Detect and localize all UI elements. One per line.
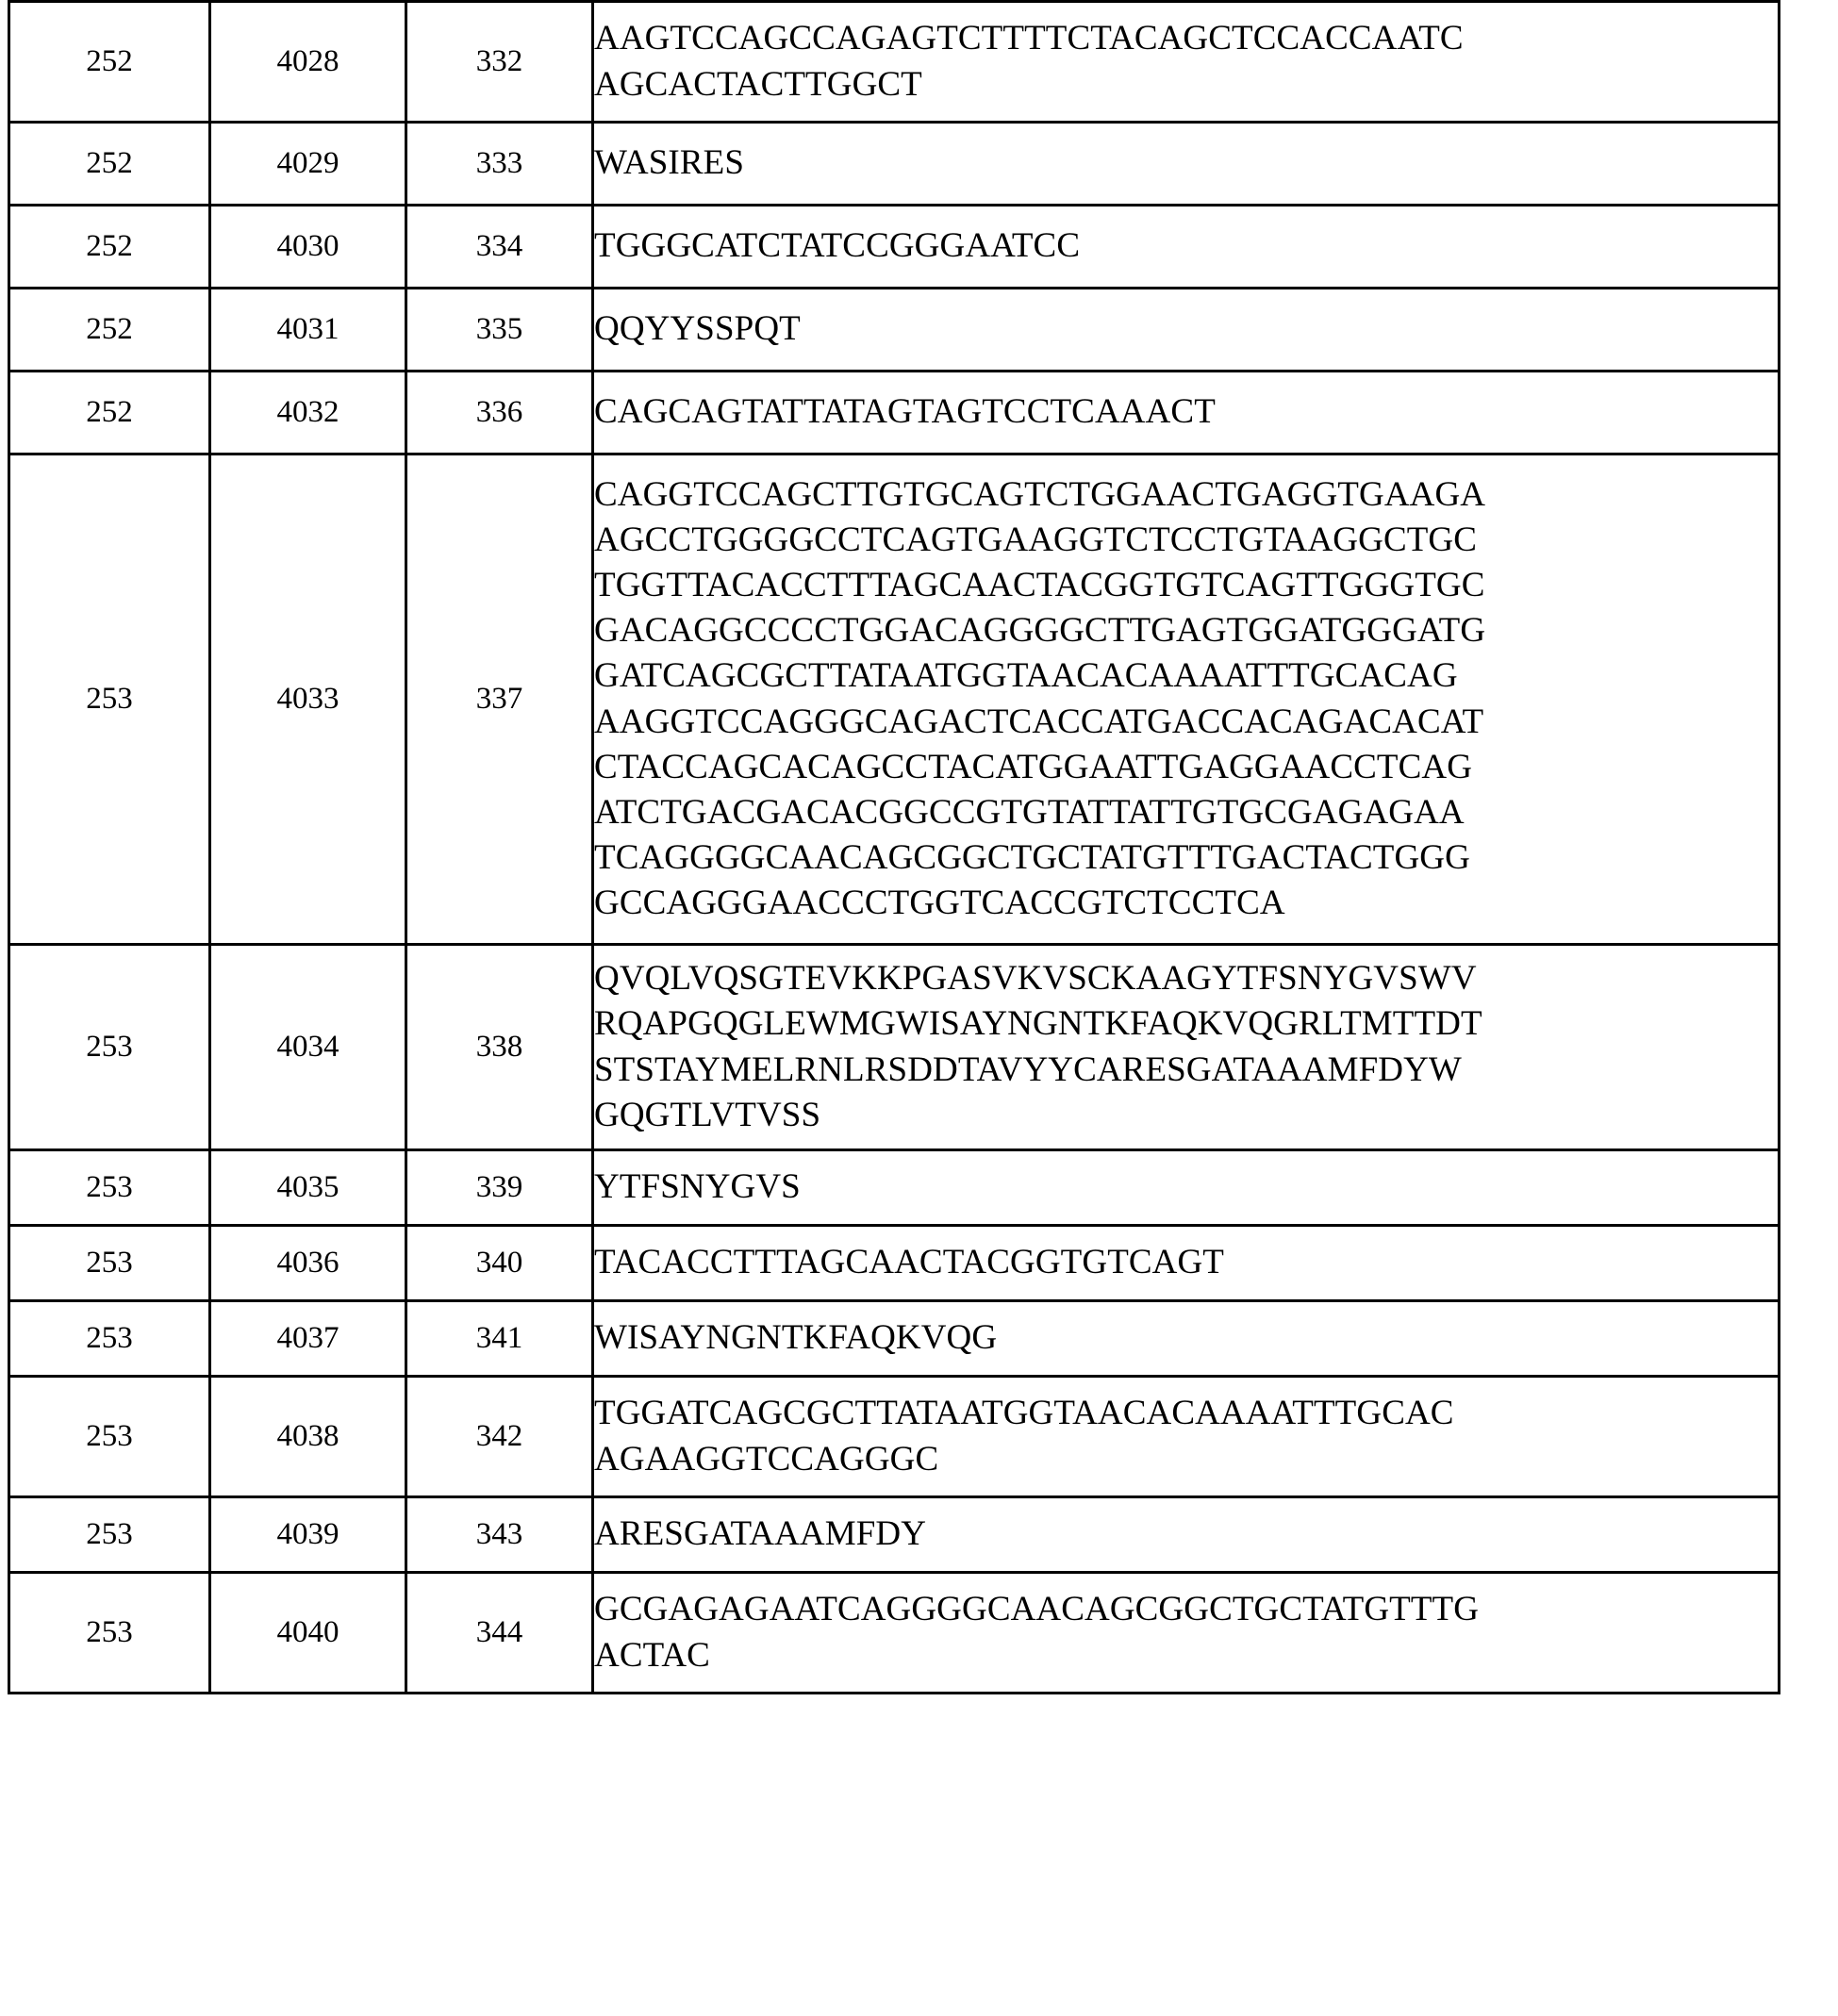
document-page: 252 4028 332 AAGTCCAGCCAGAGTCTTTTCTACAGC… [0,0,1838,2016]
row-col-c: 343 [406,1497,593,1573]
row-col-a: 253 [9,1497,210,1573]
row-sequence: TACACCTTTAGCAACTACGGTGTCAGT [593,1226,1780,1301]
table-row: 252 4028 332 AAGTCCAGCCAGAGTCTTTTCTACAGC… [9,2,1780,123]
row-col-c: 340 [406,1226,593,1301]
row-sequence: CAGGTCCAGCTTGTGCAGTCTGGAACTGAGGTGAAGA AG… [593,454,1780,945]
row-col-b: 4028 [210,2,406,123]
sequence-text: TGGATCAGCGCTTATAATGGTAACACAAAATTTGCAC AG… [594,1391,1778,1481]
row-col-b: 4031 [210,289,406,372]
row-col-a: 253 [9,1301,210,1377]
table-row: 252 4032 336 CAGCAGTATTATAGTAGTCCTCAAACT [9,372,1780,454]
row-sequence: TGGGCATCTATCCGGGAATCC [593,206,1780,289]
sequence-text: TACACCTTTAGCAACTACGGTGTCAGT [594,1240,1778,1285]
row-col-b: 4037 [210,1301,406,1377]
row-col-b: 4040 [210,1573,406,1694]
row-col-b: 4030 [210,206,406,289]
row-col-b: 4039 [210,1497,406,1573]
table-row: 253 4038 342 TGGATCAGCGCTTATAATGGTAACACA… [9,1377,1780,1497]
sequence-text: QQYYSSPQT [594,306,1778,352]
sequence-listing-table: 252 4028 332 AAGTCCAGCCAGAGTCTTTTCTACAGC… [8,0,1780,1694]
row-sequence: TGGATCAGCGCTTATAATGGTAACACAAAATTTGCAC AG… [593,1377,1780,1497]
row-sequence: AAGTCCAGCCAGAGTCTTTTCTACAGCTCCACCAATC AG… [593,2,1780,123]
table-row: 252 4030 334 TGGGCATCTATCCGGGAATCC [9,206,1780,289]
row-col-a: 253 [9,1377,210,1497]
sequence-text: CAGCAGTATTATAGTAGTCCTCAAACT [594,389,1778,435]
row-col-b: 4034 [210,945,406,1150]
row-col-a: 253 [9,454,210,945]
row-sequence: ARESGATAAAMFDY [593,1497,1780,1573]
row-col-c: 333 [406,123,593,206]
row-col-c: 341 [406,1301,593,1377]
row-col-b: 4032 [210,372,406,454]
row-col-a: 253 [9,1226,210,1301]
row-col-c: 338 [406,945,593,1150]
row-col-b: 4033 [210,454,406,945]
row-col-c: 344 [406,1573,593,1694]
table-row: 253 4036 340 TACACCTTTAGCAACTACGGTGTCAGT [9,1226,1780,1301]
row-col-a: 252 [9,206,210,289]
sequence-text: GCGAGAGAATCAGGGGCAACAGCGGCTGCTATGTTTG AC… [594,1587,1778,1677]
row-sequence: YTFSNYGVS [593,1150,1780,1226]
row-sequence: WISAYNGNTKFAQKVQG [593,1301,1780,1377]
row-sequence: QQYYSSPQT [593,289,1780,372]
table-row: 252 4029 333 WASIRES [9,123,1780,206]
row-col-b: 4038 [210,1377,406,1497]
row-col-a: 253 [9,1573,210,1694]
sequence-text: TGGGCATCTATCCGGGAATCC [594,223,1778,269]
row-col-b: 4029 [210,123,406,206]
row-sequence: GCGAGAGAATCAGGGGCAACAGCGGCTGCTATGTTTG AC… [593,1573,1780,1694]
table-row: 252 4031 335 QQYYSSPQT [9,289,1780,372]
sequence-text: QVQLVQSGTEVKKPGASVKVSCKAAGYTFSNYGVSWV RQ… [594,956,1778,1137]
row-col-a: 252 [9,123,210,206]
table-row: 253 4037 341 WISAYNGNTKFAQKVQG [9,1301,1780,1377]
row-col-c: 336 [406,372,593,454]
row-sequence: QVQLVQSGTEVKKPGASVKVSCKAAGYTFSNYGVSWV RQ… [593,945,1780,1150]
row-col-a: 252 [9,2,210,123]
table-row: 253 4040 344 GCGAGAGAATCAGGGGCAACAGCGGCT… [9,1573,1780,1694]
table-row: 253 4034 338 QVQLVQSGTEVKKPGASVKVSCKAAGY… [9,945,1780,1150]
sequence-text: WASIRES [594,140,1778,186]
row-col-c: 337 [406,454,593,945]
row-col-b: 4036 [210,1226,406,1301]
row-col-a: 252 [9,289,210,372]
table-row: 253 4039 343 ARESGATAAAMFDY [9,1497,1780,1573]
sequence-text: CAGGTCCAGCTTGTGCAGTCTGGAACTGAGGTGAAGA AG… [594,472,1778,926]
row-col-a: 253 [9,945,210,1150]
row-col-a: 252 [9,372,210,454]
row-col-c: 339 [406,1150,593,1226]
row-sequence: WASIRES [593,123,1780,206]
table-row: 253 4033 337 CAGGTCCAGCTTGTGCAGTCTGGAACT… [9,454,1780,945]
row-col-a: 253 [9,1150,210,1226]
table-body: 252 4028 332 AAGTCCAGCCAGAGTCTTTTCTACAGC… [9,2,1780,1694]
sequence-text: ARESGATAAAMFDY [594,1512,1778,1557]
sequence-text: WISAYNGNTKFAQKVQG [594,1315,1778,1361]
row-col-c: 335 [406,289,593,372]
sequence-text: AAGTCCAGCCAGAGTCTTTTCTACAGCTCCACCAATC AG… [594,16,1778,107]
row-col-b: 4035 [210,1150,406,1226]
table-row: 253 4035 339 YTFSNYGVS [9,1150,1780,1226]
row-col-c: 342 [406,1377,593,1497]
row-col-c: 334 [406,206,593,289]
sequence-text: YTFSNYGVS [594,1165,1778,1210]
row-sequence: CAGCAGTATTATAGTAGTCCTCAAACT [593,372,1780,454]
row-col-c: 332 [406,2,593,123]
